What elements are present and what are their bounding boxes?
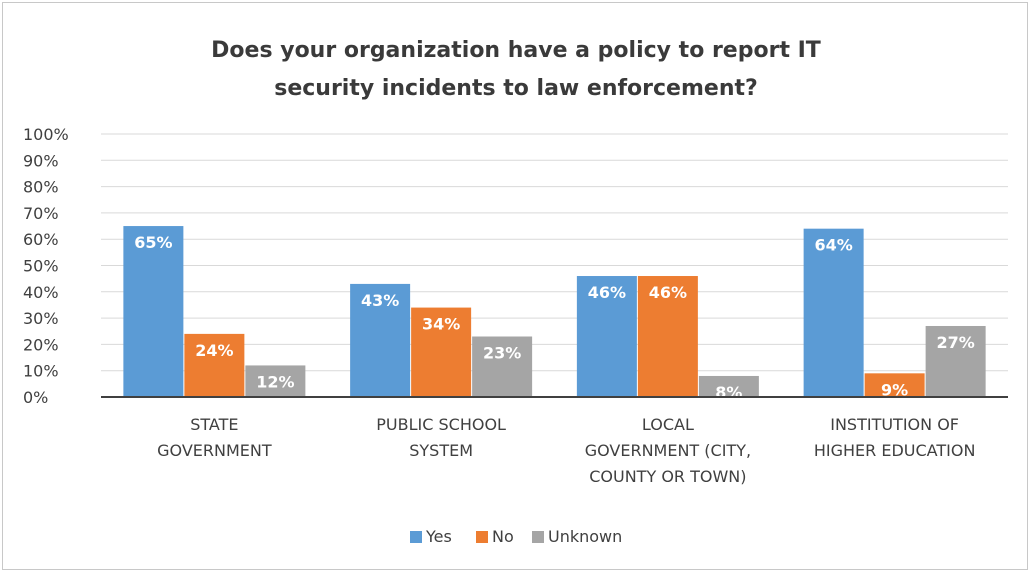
category-label: HIGHER EDUCATION	[814, 441, 976, 460]
chart-title-line-1: security incidents to law enforcement?	[274, 76, 758, 101]
legend-label-no: No	[492, 527, 514, 546]
bar-no-2	[637, 276, 698, 397]
category-label: LOCAL	[642, 415, 694, 434]
chart: Does your organization have a policy to …	[23, 38, 1008, 546]
legend: Yes No Unknown	[410, 527, 622, 546]
category-label: INSTITUTION OF	[830, 415, 959, 434]
y-tick-label: 20%	[23, 335, 59, 354]
bars	[123, 226, 986, 397]
legend-label-yes: Yes	[425, 527, 452, 546]
data-label: 23%	[483, 344, 521, 363]
bar-unknown-1	[472, 336, 533, 397]
legend-swatch-yes	[410, 531, 422, 543]
data-label: 46%	[649, 283, 687, 302]
y-tick-label: 0%	[23, 388, 48, 407]
bar-yes-1	[350, 283, 411, 397]
bar-no-3	[864, 373, 925, 397]
y-tick-label: 60%	[23, 230, 59, 249]
bar-no-0	[184, 333, 245, 397]
y-tick-label: 50%	[23, 257, 59, 276]
bar-yes-0	[123, 226, 184, 397]
chart-title-line-0: Does your organization have a policy to …	[211, 38, 821, 63]
y-tick-label: 10%	[23, 362, 59, 381]
data-label: 65%	[134, 233, 172, 252]
bar-unknown-0	[245, 365, 306, 397]
data-label: 8%	[715, 383, 742, 402]
y-tick-label: 80%	[23, 178, 59, 197]
y-axis-ticks: 0% 10% 20% 30% 40% 50% 60% 70% 80% 90% 100%	[23, 125, 69, 407]
data-label: 27%	[936, 333, 974, 352]
category-labels: STATE GOVERNMENT PUBLIC SCHOOL SYSTEM LOCAL G…	[157, 415, 975, 486]
category-label: PUBLIC SCHOOL	[376, 415, 506, 434]
data-label: 43%	[361, 291, 399, 310]
bar-yes-3	[803, 228, 864, 397]
data-label: 12%	[256, 372, 294, 391]
category-label: COUNTY OR TOWN)	[589, 467, 746, 486]
data-label: 34%	[422, 315, 460, 334]
y-tick-label: 100%	[23, 125, 69, 144]
data-label: 24%	[195, 341, 233, 360]
gridlines	[101, 133, 1008, 372]
data-labels: 65% 24% 12% 43% 34% 23% 46% 46% 8% 64% 9% 27%	[134, 233, 975, 402]
category-label: SYSTEM	[409, 441, 473, 460]
y-tick-label: 90%	[23, 151, 59, 170]
data-label: 9%	[881, 380, 908, 399]
bar-no-1	[411, 307, 472, 397]
bar-yes-2	[576, 276, 637, 397]
data-label: 64%	[814, 236, 852, 255]
category-label: STATE	[190, 415, 238, 434]
y-tick-label: 70%	[23, 204, 59, 223]
category-label: GOVERNMENT	[157, 441, 272, 460]
legend-label-unknown: Unknown	[548, 527, 622, 546]
chart-title: Does your organization have a policy to …	[211, 38, 821, 101]
category-label: GOVERNMENT (CITY,	[585, 441, 751, 460]
y-tick-label: 40%	[23, 283, 59, 302]
legend-swatch-unknown	[532, 531, 544, 543]
data-label: 46%	[588, 283, 626, 302]
y-tick-label: 30%	[23, 309, 59, 328]
bar-unknown-2	[698, 375, 759, 397]
legend-swatch-no	[476, 531, 488, 543]
bar-unknown-3	[925, 325, 986, 397]
